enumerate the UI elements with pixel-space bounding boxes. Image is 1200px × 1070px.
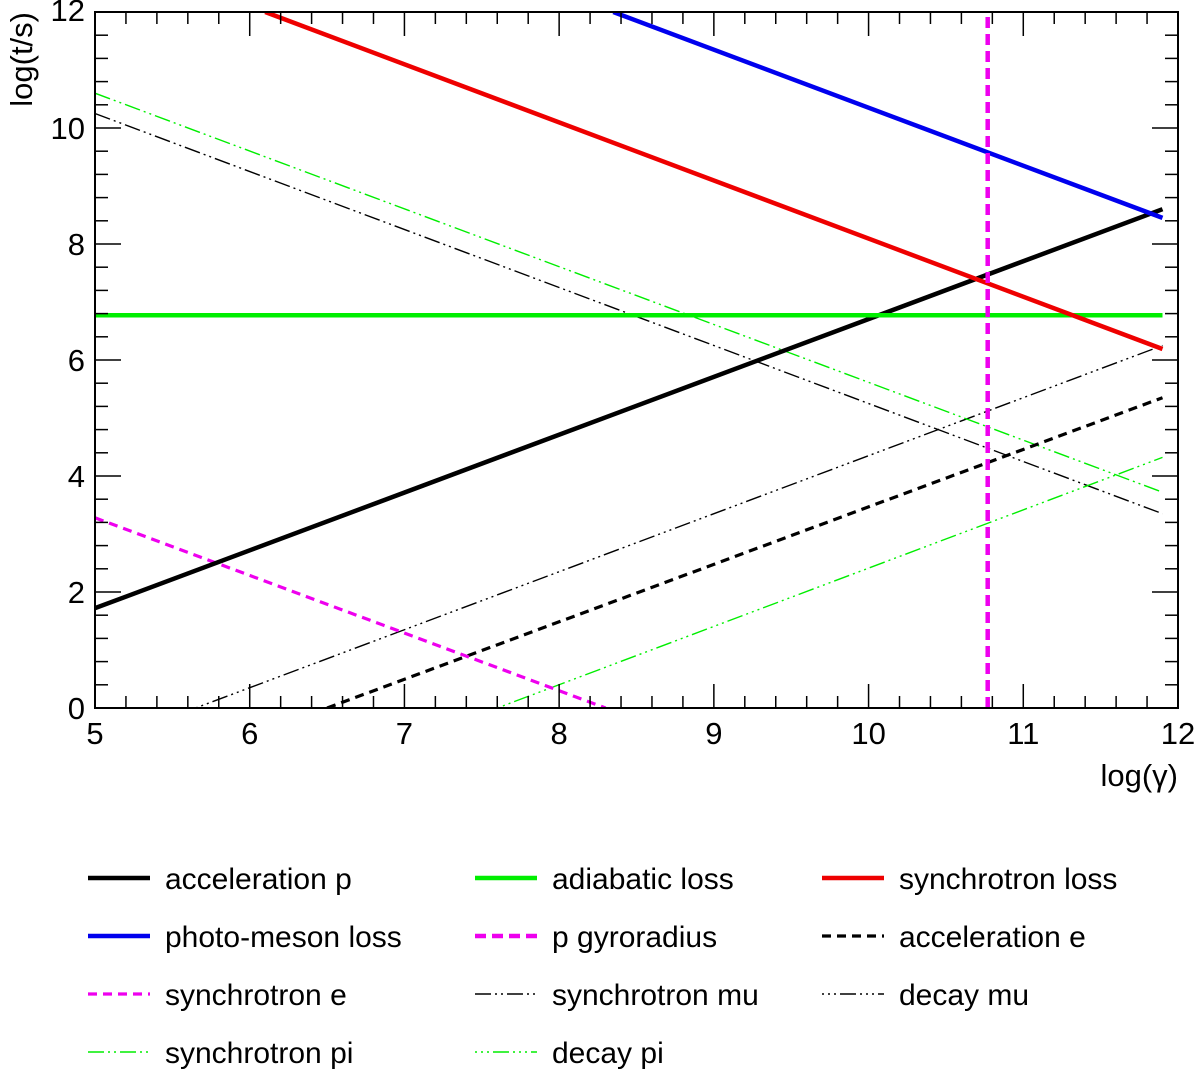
x-tick-label: 10	[851, 716, 885, 751]
legend-label: synchrotron pi	[165, 1037, 353, 1070]
series-line-decay-pi	[497, 456, 1163, 708]
legend-label: acceleration p	[165, 863, 352, 896]
series-line-acceleration-p	[95, 207, 1164, 611]
y-tick-label: 12	[51, 0, 85, 28]
legend-item: synchrotron loss	[822, 863, 1117, 896]
y-tick-label: 4	[68, 459, 85, 494]
series-line-synchrotron-pi	[95, 92, 1163, 493]
legend-item: acceleration p	[88, 863, 352, 896]
x-tick-label: 12	[1161, 716, 1195, 751]
x-tick-label: 7	[396, 716, 413, 751]
y-tick-label: 2	[68, 575, 85, 610]
y-tick-label: 8	[68, 227, 85, 262]
x-tick-label: 11	[1007, 716, 1039, 751]
y-tick-label: 0	[68, 691, 85, 726]
legend-label: synchrotron e	[165, 979, 347, 1012]
x-tick-label: 8	[551, 716, 568, 751]
legend-label: adiabatic loss	[552, 863, 734, 896]
series-line-decay-mu	[195, 344, 1163, 708]
legend-label: synchrotron mu	[552, 979, 759, 1012]
legend-item: adiabatic loss	[475, 863, 734, 896]
legend-label: decay pi	[552, 1037, 664, 1070]
legend-item: photo-meson loss	[88, 921, 402, 954]
series-line-synchrotron-e	[95, 516, 607, 708]
legend-item: decay mu	[822, 979, 1029, 1012]
legend-item: synchrotron e	[88, 979, 347, 1012]
legend-label: acceleration e	[899, 921, 1086, 954]
x-tick-label: 9	[705, 716, 722, 751]
axes: 5 6 7 8 9 10 11 12 0 2 4 6 8 10 12	[51, 0, 1196, 751]
x-axis-label: log(γ)	[1100, 758, 1178, 793]
series-line-synchrotron-loss	[264, 12, 1164, 352]
legend-item: p gyroradius	[475, 921, 717, 954]
x-tick-label: 5	[86, 716, 103, 751]
legend-item: synchrotron mu	[475, 979, 759, 1012]
legend-label: synchrotron loss	[899, 863, 1117, 896]
y-tick-label: 6	[68, 343, 85, 378]
legend-item: acceleration e	[822, 921, 1086, 954]
legend-item: decay pi	[475, 1037, 664, 1070]
y-tick-label: 10	[51, 111, 85, 146]
legend-label: p gyroradius	[552, 921, 717, 954]
legend: acceleration p adiabatic loss synchrotron …	[88, 863, 1117, 1070]
x-tick-label: 6	[241, 716, 258, 751]
legend-label: photo-meson loss	[165, 921, 402, 954]
series-line-acceleration-e	[326, 396, 1164, 708]
y-axis-label: log(t/s)	[4, 12, 39, 107]
series-line-photo-meson-loss	[612, 12, 1164, 221]
plot-area	[95, 12, 1164, 708]
plot-frame	[94, 11, 1179, 709]
legend-item: synchrotron pi	[88, 1037, 353, 1070]
legend-label: decay mu	[899, 979, 1029, 1012]
